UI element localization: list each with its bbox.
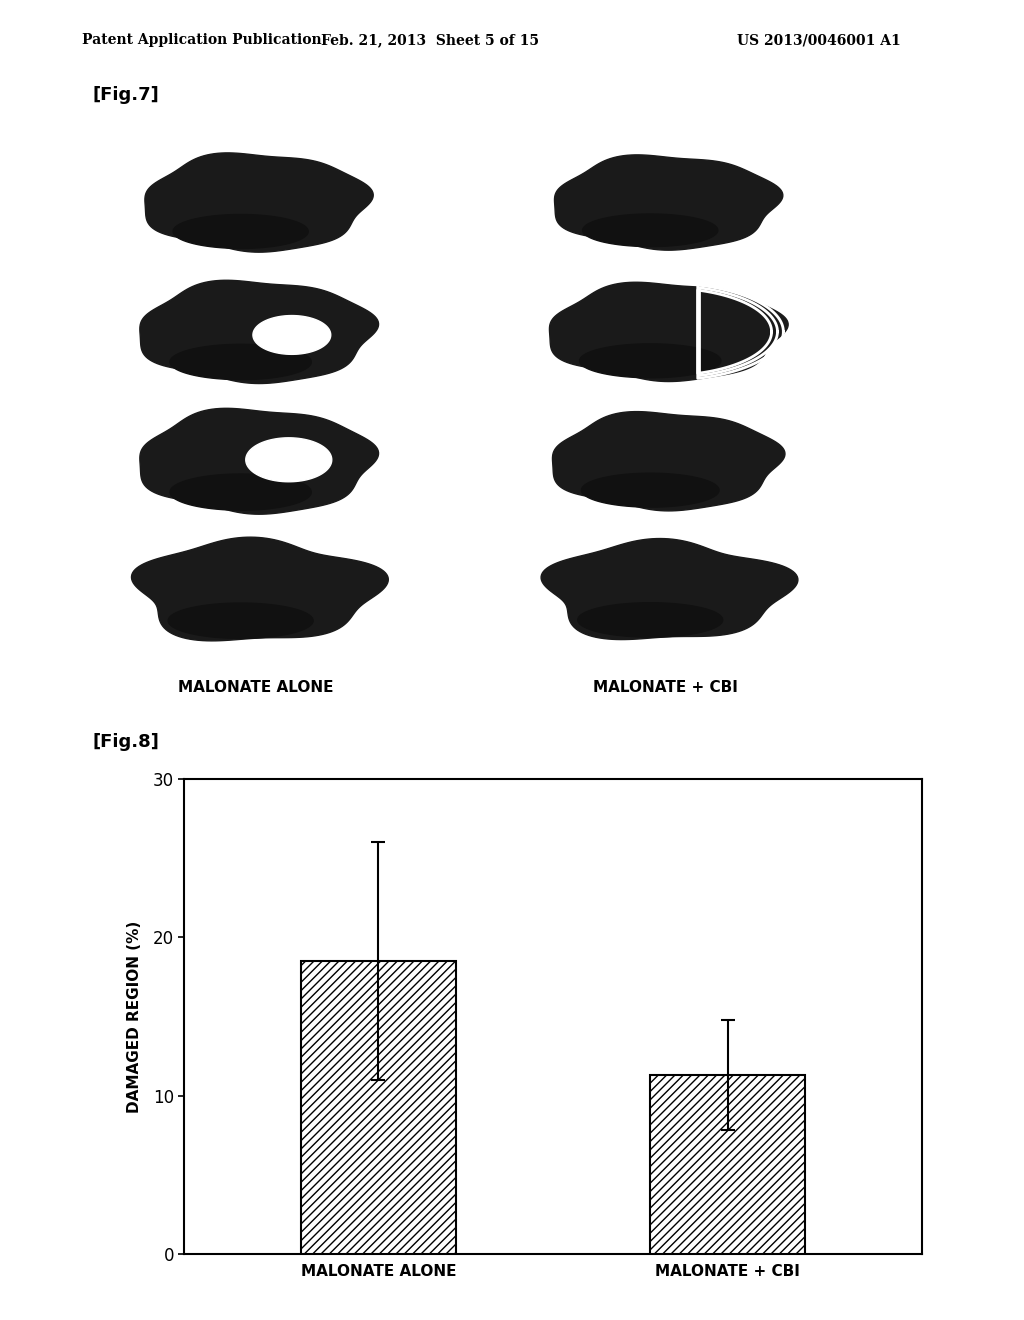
Polygon shape [253, 315, 331, 354]
Polygon shape [553, 412, 785, 511]
Polygon shape [550, 282, 788, 381]
Text: MALONATE + CBI: MALONATE + CBI [593, 680, 738, 694]
Polygon shape [541, 539, 798, 640]
Polygon shape [272, 325, 311, 345]
Polygon shape [140, 280, 379, 384]
Polygon shape [583, 214, 718, 247]
Polygon shape [267, 449, 310, 471]
Polygon shape [555, 154, 782, 251]
Polygon shape [145, 153, 373, 252]
Bar [301, 961, 456, 1254]
Text: [Fig.8]: [Fig.8] [92, 733, 159, 751]
Text: MALONATE ALONE: MALONATE ALONE [178, 680, 334, 694]
Polygon shape [131, 537, 388, 642]
Y-axis label: DAMAGED REGION (%): DAMAGED REGION (%) [127, 920, 141, 1113]
Polygon shape [246, 438, 332, 482]
Polygon shape [173, 214, 308, 248]
Text: [Fig.7]: [Fig.7] [92, 86, 159, 104]
Polygon shape [580, 343, 721, 378]
Text: US 2013/0046001 A1: US 2013/0046001 A1 [737, 33, 901, 48]
Polygon shape [168, 603, 313, 639]
Text: Feb. 21, 2013  Sheet 5 of 15: Feb. 21, 2013 Sheet 5 of 15 [322, 33, 539, 48]
Bar [650, 1074, 805, 1254]
Polygon shape [582, 473, 719, 507]
Text: Patent Application Publication: Patent Application Publication [82, 33, 322, 48]
Polygon shape [170, 474, 311, 511]
Polygon shape [140, 408, 379, 515]
Polygon shape [578, 603, 723, 638]
Polygon shape [170, 345, 311, 380]
